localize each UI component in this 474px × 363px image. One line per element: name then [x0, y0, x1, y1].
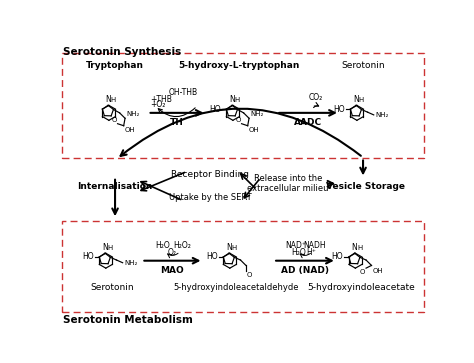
Text: O: O [247, 272, 252, 278]
Text: Serotonin: Serotonin [90, 283, 134, 292]
Text: Serotonin Synthesis: Serotonin Synthesis [63, 46, 182, 57]
Bar [62, 53, 424, 158]
Text: +O₂: +O₂ [150, 100, 165, 109]
Text: O: O [236, 117, 241, 123]
Text: H₂O: H₂O [156, 241, 171, 250]
Text: NH₂: NH₂ [250, 111, 264, 117]
Text: NH₂: NH₂ [127, 111, 140, 117]
Text: OH: OH [373, 268, 383, 274]
Text: Serotonin: Serotonin [341, 61, 385, 69]
Text: N: N [102, 243, 108, 252]
Text: NAD⁺: NAD⁺ [285, 241, 306, 250]
Text: Uptake by the SERT: Uptake by the SERT [169, 193, 252, 202]
Text: MAO: MAO [161, 266, 184, 275]
Text: HO: HO [206, 253, 218, 261]
Text: N: N [105, 95, 111, 104]
Text: H: H [111, 97, 116, 103]
Text: N: N [226, 243, 232, 252]
Text: N: N [352, 243, 357, 252]
Text: NH₂: NH₂ [375, 112, 389, 118]
Text: 5-hydroxyindoleacetaldehyde: 5-hydroxyindoleacetaldehyde [173, 283, 299, 292]
Text: H₂O: H₂O [292, 248, 306, 257]
Text: H: H [108, 245, 113, 251]
Bar [62, 221, 424, 311]
Text: N: N [353, 95, 359, 104]
Text: Release into the
extracellular milieu: Release into the extracellular milieu [247, 174, 328, 193]
Text: CO₂: CO₂ [309, 93, 323, 102]
Text: 5-hydroxyindoleacetate: 5-hydroxyindoleacetate [308, 283, 415, 292]
Text: Serotonin Metabolism: Serotonin Metabolism [63, 315, 193, 325]
Text: O: O [360, 269, 365, 275]
Text: H: H [359, 97, 364, 103]
Text: HO: HO [82, 253, 94, 261]
Text: AADC: AADC [294, 118, 322, 127]
Text: TH: TH [170, 118, 184, 127]
Text: Receptor Binding: Receptor Binding [172, 170, 249, 179]
Text: Tryptophan: Tryptophan [86, 61, 144, 69]
Text: O₂: O₂ [168, 248, 177, 257]
Text: OH: OH [125, 127, 136, 133]
Text: HO: HO [332, 253, 343, 261]
Text: OH: OH [249, 127, 260, 133]
Text: H⁺: H⁺ [306, 248, 316, 257]
Text: HO: HO [333, 105, 345, 114]
Text: OH-THB: OH-THB [169, 89, 198, 97]
Text: Vesicle Storage: Vesicle Storage [326, 182, 405, 191]
Text: H₂O₂: H₂O₂ [173, 241, 191, 250]
Text: H: H [235, 97, 240, 103]
Text: HO: HO [209, 105, 221, 114]
Text: H: H [232, 245, 237, 251]
Text: NADH: NADH [303, 241, 326, 250]
Text: +THB: +THB [150, 95, 172, 103]
Text: N: N [229, 95, 235, 104]
Text: Internalisation: Internalisation [77, 182, 153, 191]
Text: 5-hydroxy-L-tryptophan: 5-hydroxy-L-tryptophan [178, 61, 300, 69]
Text: NH₂: NH₂ [124, 260, 137, 266]
Text: O: O [111, 117, 117, 123]
Text: AD (NAD): AD (NAD) [281, 266, 329, 275]
Text: H: H [357, 245, 363, 251]
